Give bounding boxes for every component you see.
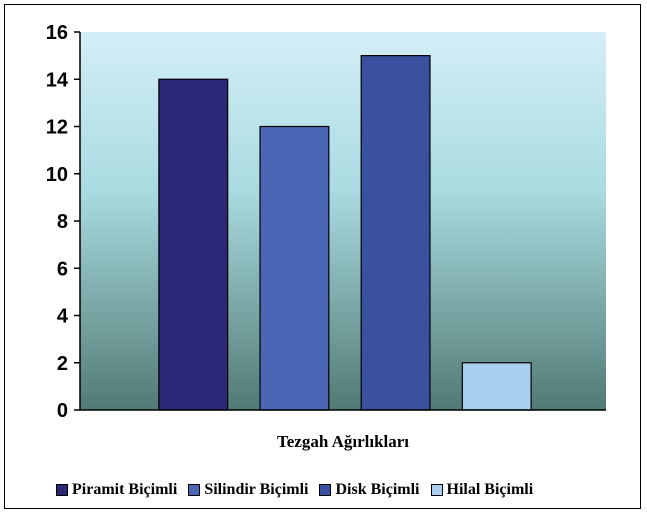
legend-swatch bbox=[319, 484, 332, 496]
y-axis-tick-labels: 0 2 4 6 8 10 12 14 16 bbox=[46, 22, 69, 422]
legend-swatch bbox=[56, 484, 68, 496]
legend-label: Silindir Biçimli bbox=[204, 481, 309, 498]
y-axis-ticks bbox=[74, 31, 80, 411]
legend-item: Piramit Biçimli bbox=[56, 481, 177, 499]
legend: Piramit Biçimli Silindir Biçimli Disk Biçi… bbox=[56, 479, 634, 501]
legend-swatch bbox=[430, 484, 443, 496]
legend-item: Disk Biçimli bbox=[319, 481, 420, 499]
bar-1 bbox=[158, 78, 229, 411]
bar-3 bbox=[360, 55, 431, 411]
y-tick-label: 8 bbox=[57, 211, 68, 233]
y-tick-label: 10 bbox=[46, 164, 68, 186]
y-tick-label: 16 bbox=[46, 22, 68, 44]
bar-group bbox=[158, 55, 532, 411]
legend-item: Hilal Biçimli bbox=[430, 481, 534, 499]
legend-label: Disk Biçimli bbox=[335, 481, 420, 498]
y-tick-label: 0 bbox=[57, 400, 68, 422]
y-tick-label: 14 bbox=[46, 69, 69, 91]
legend-item: Silindir Biçimli bbox=[188, 481, 308, 499]
legend-label: Piramit Biçimli bbox=[72, 481, 178, 498]
bar-2 bbox=[259, 125, 330, 411]
legend-swatch bbox=[188, 484, 201, 496]
y-tick-label: 12 bbox=[46, 117, 68, 139]
y-tick-label: 2 bbox=[57, 353, 68, 375]
bar-4 bbox=[461, 362, 532, 411]
legend-label: Hilal Biçimli bbox=[446, 481, 534, 498]
y-tick-label: 6 bbox=[57, 258, 68, 280]
y-tick-label: 4 bbox=[57, 306, 69, 328]
x-axis-title: Tezgah Ağırlıkları bbox=[277, 432, 409, 451]
